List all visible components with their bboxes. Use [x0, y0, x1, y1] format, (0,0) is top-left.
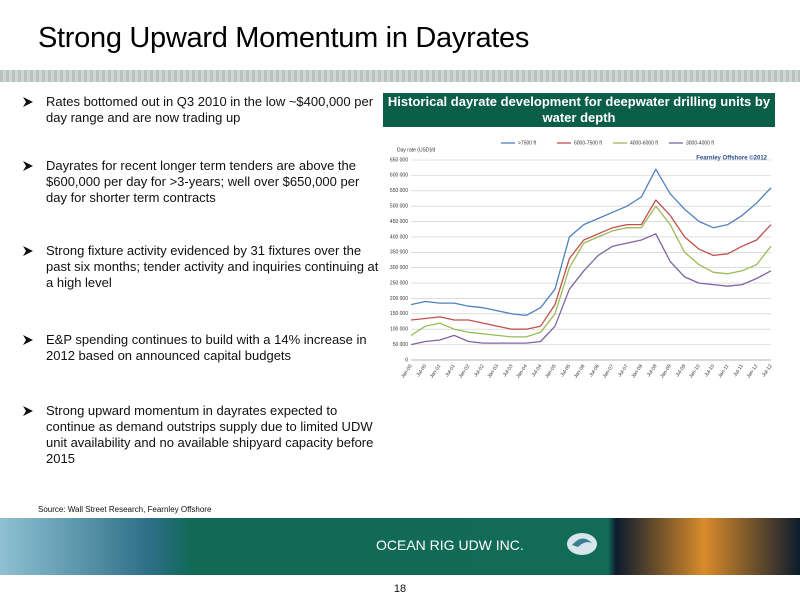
x-tick-label: Jan-08	[630, 363, 644, 378]
x-tick-label: Jan-09	[659, 363, 673, 378]
bullet: Rates bottomed out in Q3 2010 in the low…	[22, 94, 382, 126]
legend-label: 3000-4000 ft	[686, 140, 715, 146]
x-tick-label: Jan-07	[602, 363, 616, 378]
y-tick-label: 250 000	[390, 280, 408, 286]
y-tick-label: 200 000	[390, 296, 408, 302]
series-line	[410, 168, 772, 317]
x-tick-label: Jul-10	[703, 363, 716, 378]
y-tick-label: 450 000	[390, 219, 408, 225]
y-tick-label: 300 000	[390, 265, 408, 271]
bullet-arrow	[23, 246, 33, 256]
slide-title: Strong Upward Momentum in Dayrates	[38, 22, 530, 54]
y-tick-label: 600 000	[390, 173, 408, 179]
x-tick-label: Jan-05	[544, 363, 558, 378]
company-name: OCEAN RIG UDW INC.	[376, 537, 524, 553]
y-tick-label: 0	[405, 357, 408, 363]
x-tick-label: Jul-06	[588, 363, 601, 378]
series-line	[410, 205, 772, 338]
watermark: Fearnley Offshore ©2012	[696, 155, 767, 162]
x-tick-label: Jul-02	[473, 363, 486, 378]
legend-label: 6000-7500 ft	[574, 140, 603, 146]
company-logo	[567, 533, 597, 555]
y-tick-label: 500 000	[390, 203, 408, 209]
bullet-arrow	[23, 335, 33, 345]
y-tick-label: 150 000	[390, 311, 408, 317]
y-tick-label: 50 000	[393, 342, 409, 348]
bullet-text: Strong upward momentum in dayrates expec…	[46, 403, 374, 466]
x-tick-label: Jul-11	[732, 363, 745, 377]
bullet: Dayrates for recent longer term tenders …	[22, 158, 382, 206]
series-line	[410, 199, 772, 330]
x-tick-label: Jul-07	[617, 363, 630, 378]
x-tick-label: Jul-12	[761, 363, 774, 378]
x-tick-label: Jan-12	[746, 363, 760, 378]
x-tick-label: Jan-03	[486, 363, 500, 378]
x-tick-label: Jul-01	[444, 363, 457, 378]
footer-band	[0, 518, 800, 575]
x-tick-label: Jan-01	[429, 363, 443, 378]
bullet-text: E&P spending continues to build with a 1…	[46, 332, 367, 363]
y-tick-label: 100 000	[390, 327, 408, 333]
bullet: Strong fixture activity evidenced by 31 …	[22, 243, 382, 291]
bullet-arrow	[23, 97, 33, 107]
bullet: E&P spending continues to build with a 1…	[22, 332, 382, 364]
x-tick-label: Jan-06	[573, 363, 587, 378]
page-number: 18	[393, 583, 407, 595]
x-tick-label: Jan-04	[515, 363, 529, 378]
x-tick-label: Jan-02	[458, 363, 472, 378]
y-tick-label: 650 000	[390, 157, 408, 163]
legend-label: 4000-6000 ft	[630, 140, 659, 146]
x-tick-label: Jul-09	[675, 363, 688, 378]
y-tick-label: 350 000	[390, 250, 408, 256]
y-tick-label: 550 000	[390, 188, 408, 194]
bullet-text: Rates bottomed out in Q3 2010 in the low…	[46, 94, 374, 125]
chart: Day rate (USD)/d Fearnley Offshore ©2012 0…	[390, 140, 774, 378]
legend-label: >7500 ft	[518, 140, 537, 146]
y-axis-label: Day rate (USD)/d	[397, 147, 436, 153]
series-line	[410, 233, 772, 346]
title-rule	[0, 70, 800, 82]
x-tick-label: Jul-00	[415, 363, 428, 378]
bullet: Strong upward momentum in dayrates expec…	[22, 403, 382, 467]
bullet-text: Dayrates for recent longer term tenders …	[46, 158, 360, 205]
x-tick-label: Jul-04	[531, 363, 544, 378]
bullet-arrow	[23, 406, 33, 416]
bullet-arrow	[23, 161, 33, 171]
x-tick-label: Jan-11	[717, 363, 731, 378]
x-tick-label: Jan-10	[688, 363, 702, 378]
bullet-text: Strong fixture activity evidenced by 31 …	[46, 243, 379, 290]
x-tick-label: Jul-03	[502, 363, 515, 378]
x-tick-label: Jul-05	[559, 363, 572, 378]
source-note: Source: Wall Street Research, Fearnley O…	[38, 505, 212, 514]
x-tick-label: Jul-08	[646, 363, 659, 378]
chart-title: Historical dayrate development for deepw…	[383, 93, 775, 127]
y-tick-label: 400 000	[390, 234, 408, 240]
x-tick-label: Jan-00	[400, 363, 414, 378]
